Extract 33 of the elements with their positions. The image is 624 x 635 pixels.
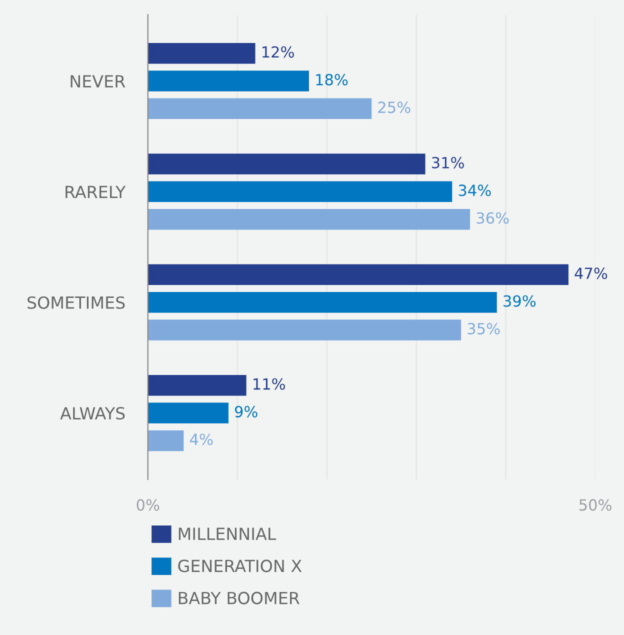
legend-label: GENERATION X: [178, 560, 302, 572]
bar: [148, 42, 256, 64]
data-label: 25%: [378, 102, 410, 114]
bar: [148, 374, 246, 396]
bar: [148, 402, 228, 424]
bar: [148, 181, 452, 202]
data-label: 12%: [262, 46, 294, 58]
y-tick-label: RARELY: [66, 186, 126, 198]
x-tick-label: 0%: [136, 499, 160, 511]
data-label: 11%: [254, 378, 285, 390]
bar: [148, 154, 426, 174]
legend-label: MILLENNIAL: [178, 528, 276, 540]
bar: [148, 430, 184, 452]
data-label: 4%: [190, 434, 213, 446]
data-label: 34%: [458, 184, 491, 196]
data-label: 47%: [574, 268, 608, 280]
bar: [148, 320, 462, 340]
bar: [148, 292, 497, 313]
data-label: 31%: [432, 156, 464, 168]
bar: [148, 98, 372, 120]
y-tick-label: NEVER: [70, 75, 126, 88]
bar: [148, 208, 470, 230]
data-label: 36%: [476, 212, 509, 224]
data-label: 39%: [504, 295, 536, 307]
data-label: 35%: [468, 322, 500, 334]
x-tick-label: 50%: [579, 499, 612, 511]
y-tick-label: SOMETIMES: [28, 296, 125, 309]
y-tick-label: ALWAYS: [60, 406, 125, 420]
legend-label: BABY BOOMER: [178, 592, 300, 604]
data-label: 9%: [234, 406, 258, 418]
data-label: 18%: [316, 74, 348, 86]
bar: [148, 70, 309, 92]
bar: [148, 264, 568, 286]
